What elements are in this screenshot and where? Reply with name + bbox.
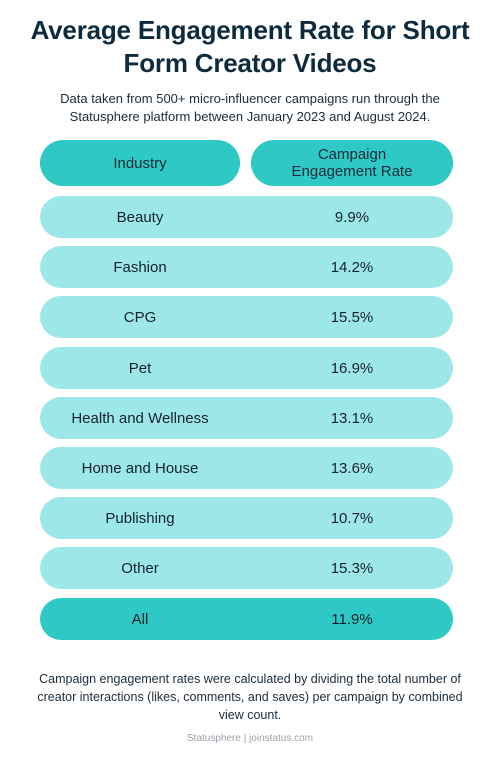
engagement-rate-value: 15.5% (330, 308, 374, 326)
table-row: Fashion 14.2% (40, 246, 453, 288)
table-header: Industry Campaign Engagement Rate (40, 140, 453, 186)
engagement-rate-value: 15.3% (330, 559, 374, 577)
methodology-note: Campaign engagement rates were calculate… (37, 672, 463, 722)
engagement-rate-value: 13.6% (330, 459, 374, 477)
industry-label: Publishing (105, 509, 175, 527)
header-engagement-rate: Campaign Engagement Rate (251, 140, 453, 186)
table-row: Publishing 10.7% (40, 497, 453, 539)
table-row: Home and House 13.6% (40, 447, 453, 489)
table-row: Other 15.3% (40, 547, 453, 589)
industry-label: Home and House (81, 459, 199, 477)
footer-source: Statusphere | joinstatus.com (187, 733, 313, 744)
engagement-rate-value: 16.9% (330, 359, 374, 377)
table-row-total: All 11.9% (40, 598, 453, 640)
industry-label: Pet (128, 359, 152, 377)
chart-title: Average Engagement Rate for Short Form C… (30, 15, 470, 78)
table-row: Health and Wellness 13.1% (40, 397, 453, 439)
engagement-rate-value: 10.7% (330, 509, 374, 527)
engagement-rate-value: 9.9% (334, 208, 370, 226)
industry-label: Other (121, 559, 159, 577)
chart-subtitle: Data taken from 500+ micro-influencer ca… (60, 91, 440, 124)
industry-label: Health and Wellness (71, 409, 209, 427)
header-industry: Industry (40, 140, 240, 186)
industry-label: Beauty (116, 208, 164, 226)
engagement-rate-value: 14.2% (330, 258, 374, 276)
industry-label: CPG (123, 308, 157, 326)
industry-label: All (131, 610, 149, 628)
table-row: Pet 16.9% (40, 347, 453, 389)
table-row: Beauty 9.9% (40, 196, 453, 238)
engagement-rate-value: 13.1% (330, 409, 374, 427)
engagement-rate-value: 11.9% (331, 610, 373, 628)
industry-label: Fashion (113, 258, 167, 276)
table-row: CPG 15.5% (40, 296, 453, 338)
